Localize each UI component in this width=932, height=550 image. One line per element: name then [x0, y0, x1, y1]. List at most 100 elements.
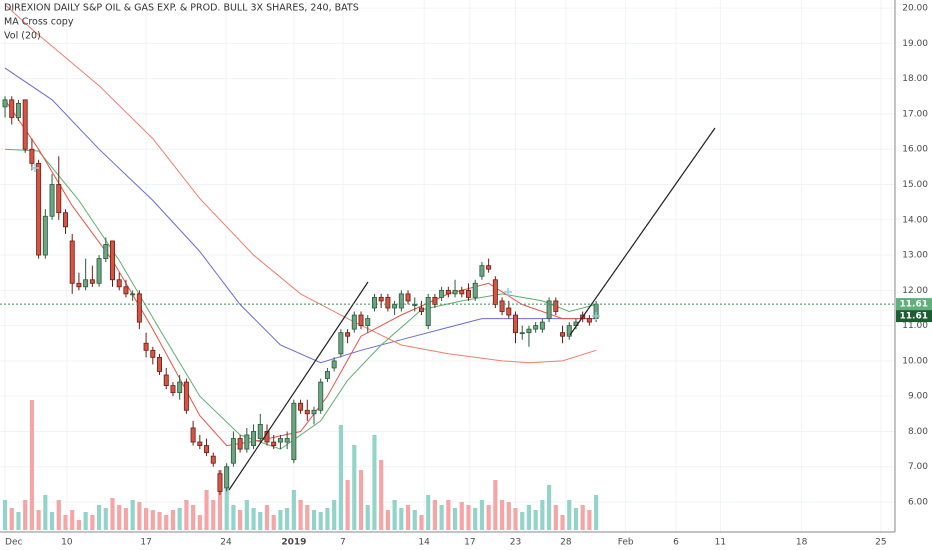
volume-bar [560, 515, 565, 530]
candle-body [345, 332, 351, 337]
x-tick-label: 24 [220, 538, 232, 548]
volume-bar [251, 508, 256, 530]
y-tick-label: 13.00 [902, 251, 928, 261]
grid [0, 0, 895, 532]
volume-bar [486, 505, 491, 530]
volume-bar [16, 512, 21, 530]
volume-bar [392, 500, 397, 530]
candle-body [217, 473, 223, 492]
volume-bar [298, 500, 303, 530]
volume-bar [365, 505, 370, 530]
x-tick-label: 25 [875, 538, 886, 548]
candle-body [338, 332, 344, 355]
x-tick-label: 14 [418, 538, 430, 548]
candle-body [130, 293, 136, 296]
volume-bar [318, 512, 323, 530]
candle-body [49, 184, 55, 217]
candle-body [2, 99, 8, 108]
y-tick-label: 14.00 [902, 215, 928, 225]
volume-bar [177, 508, 182, 530]
candle-body [271, 441, 277, 446]
x-tick-label: 2019 [281, 538, 306, 548]
y-tick-label: 16.00 [902, 145, 928, 155]
volume-pane [2, 400, 599, 530]
volume-bar [573, 508, 579, 530]
y-tick-label: 15.00 [902, 180, 928, 190]
volume-bar [533, 510, 538, 530]
volume-bar [70, 510, 75, 530]
last-price-label: 11.61 [900, 300, 928, 310]
y-tick-label: 7.00 [908, 462, 928, 472]
volume-bar [426, 495, 431, 530]
x-tick-label: 7 [340, 538, 346, 548]
moving-average [4, 67, 597, 364]
volume-bar [130, 500, 135, 530]
candle-body [284, 438, 290, 443]
candle-body [459, 289, 465, 295]
volume-bar [285, 508, 290, 530]
volume-bar [540, 500, 545, 530]
x-tick-label: Dec [5, 538, 22, 548]
volume-bar [144, 508, 149, 530]
indicator-label: Vol (20) [4, 31, 41, 42]
candle-body [324, 371, 330, 379]
volume-bar [385, 510, 390, 530]
volume-bar [204, 490, 209, 530]
candle-body [197, 441, 203, 446]
candle-body [499, 300, 505, 312]
y-tick-label: 12.00 [902, 286, 928, 296]
x-tick-label: 18 [796, 538, 808, 548]
candle-body [116, 279, 122, 288]
volume-bar [311, 510, 317, 530]
volume-bar [271, 515, 276, 530]
volume-bar [580, 505, 585, 530]
candle-body [351, 314, 357, 330]
candle-body [83, 279, 89, 288]
volume-bar [231, 505, 236, 530]
volume-bar [432, 500, 437, 530]
volume-bar [493, 480, 498, 530]
volume-bar [526, 505, 532, 530]
volume-bar [466, 505, 471, 530]
y-tick-label: 10.00 [902, 356, 928, 366]
volume-bar [9, 508, 14, 530]
candle-body [378, 296, 384, 302]
moving-average [4, 99, 597, 447]
candle-body [452, 289, 458, 295]
volume-bar [164, 515, 169, 530]
candle-body [277, 438, 283, 443]
candle-body [412, 304, 418, 306]
candle-body [224, 466, 230, 489]
candle-body [304, 409, 310, 415]
volume-bar [513, 508, 518, 530]
volume-bar [150, 510, 155, 530]
candle-body [486, 265, 492, 270]
x-tick-label: Feb [618, 538, 634, 548]
volume-bar [63, 515, 68, 530]
volume-bar [479, 500, 485, 530]
volume-bar [264, 505, 270, 530]
candle-body [150, 349, 156, 358]
candle-body [15, 102, 21, 118]
candle-body [533, 325, 539, 330]
volume-bar [358, 470, 364, 530]
candle-body [96, 258, 102, 284]
y-tick-label: 8.00 [908, 427, 928, 437]
volume-bar [137, 502, 142, 530]
volume-bar [459, 502, 464, 530]
volume-bar [594, 495, 599, 530]
candle-body [190, 427, 196, 443]
y-tick-label: 17.00 [902, 109, 928, 119]
volume-bar [399, 508, 404, 530]
volume-bar [217, 470, 223, 530]
volume-bar [184, 500, 189, 530]
candle-body [371, 296, 377, 309]
candle-body [506, 307, 512, 316]
candle-body [519, 332, 525, 335]
volume-bar [224, 480, 229, 530]
candle-body [42, 215, 48, 256]
candle-body [318, 381, 324, 411]
candle-body [237, 438, 243, 450]
y-tick-label: 19.00 [902, 39, 928, 49]
volume-bar [49, 512, 55, 530]
